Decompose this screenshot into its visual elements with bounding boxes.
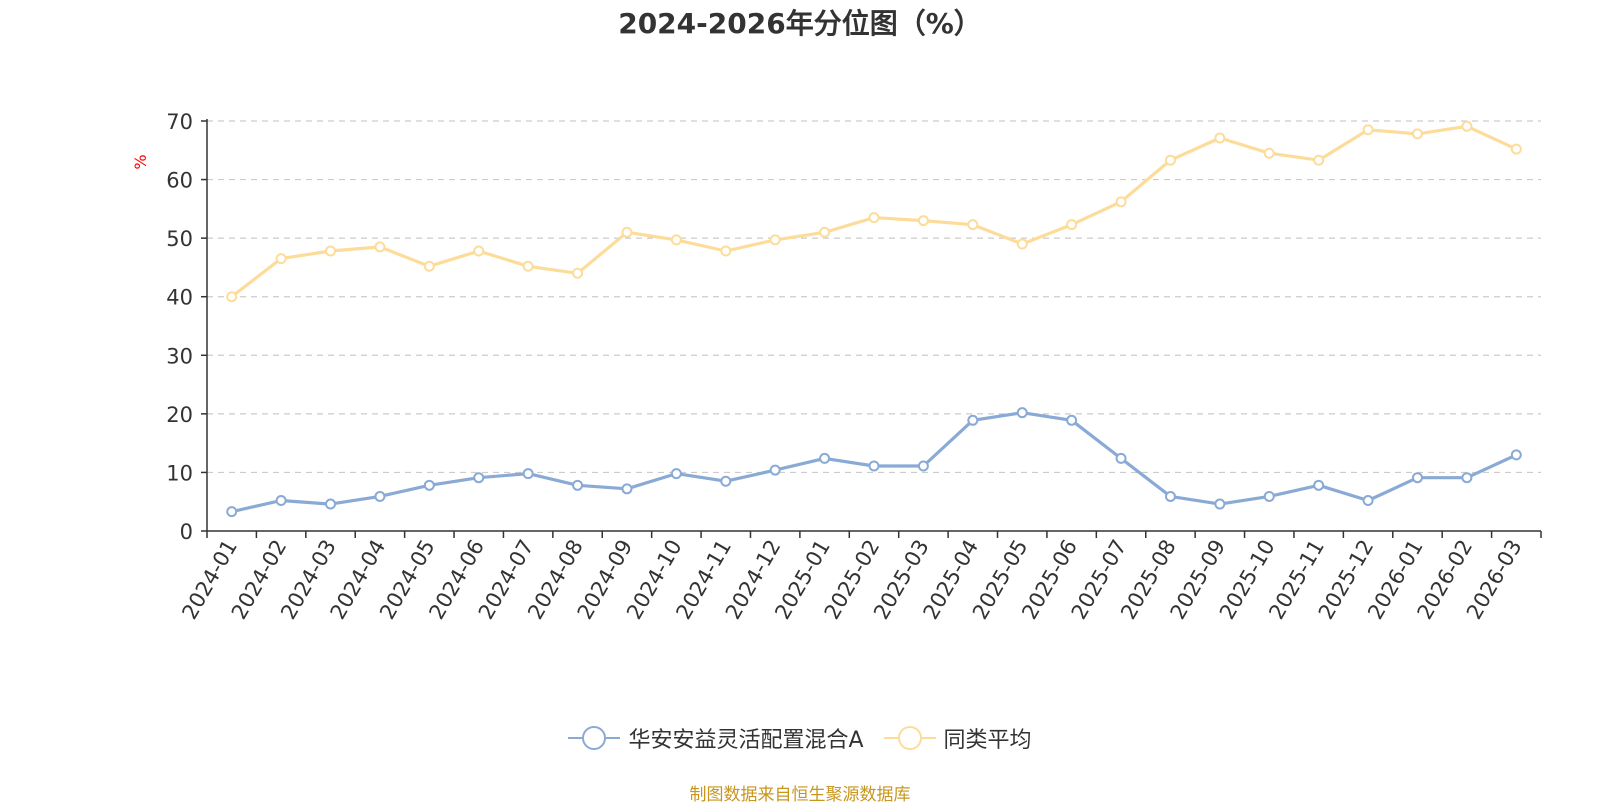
data-point [917, 460, 929, 472]
y-tick-label: 20 [166, 403, 193, 427]
data-point [1362, 495, 1374, 507]
chart-title: 2024-2026年分位图（%） [618, 7, 982, 40]
y-tick-label: 10 [166, 461, 193, 485]
source-note: 制图数据来自恒生聚源数据库 [689, 785, 911, 805]
data-point [522, 260, 534, 272]
data-point [720, 475, 732, 487]
data-point [1066, 219, 1078, 231]
y-tick-label: 30 [166, 344, 193, 368]
legend-swatch-series-a [568, 725, 621, 751]
data-point [1313, 479, 1325, 491]
data-point [275, 495, 287, 507]
data-point [473, 245, 485, 257]
data-point [1263, 490, 1275, 502]
legend-label-series-a: 华安安益灵活配置混合A [628, 728, 864, 753]
y-tick-label: 40 [166, 286, 193, 310]
data-point [522, 468, 534, 480]
data-point [967, 414, 979, 426]
data-point [1115, 196, 1127, 208]
data-point [325, 245, 337, 257]
data-point [1461, 472, 1473, 484]
legend-item-series-b[interactable]: 同类平均 [883, 722, 1032, 754]
y-tick-label: 50 [166, 227, 193, 251]
data-point [1016, 407, 1028, 419]
y-tick-label: 70 [166, 110, 193, 134]
data-point [423, 479, 435, 491]
data-point [226, 291, 238, 303]
data-point [1411, 472, 1423, 484]
data-point [1164, 490, 1176, 502]
data-point [1510, 143, 1522, 155]
data-point [275, 253, 287, 265]
data-point [423, 260, 435, 272]
line-chart: 0102030405060702024-012024-022024-032024… [131, 110, 1542, 623]
data-point [1461, 120, 1473, 132]
data-point [769, 234, 781, 246]
data-point [1066, 414, 1078, 426]
data-point [374, 490, 386, 502]
data-point [572, 479, 584, 491]
data-point [325, 498, 337, 510]
legend-item-series-a[interactable]: 华安安益灵活配置混合A [568, 722, 864, 754]
data-point [720, 245, 732, 257]
legend-swatch-series-b [883, 725, 936, 751]
data-point [621, 483, 633, 495]
axes: 0102030405060702024-012024-022024-032024… [166, 110, 1542, 623]
data-point [769, 464, 781, 476]
data-point [1411, 128, 1423, 140]
data-point [1016, 238, 1028, 250]
data-point [1115, 452, 1127, 464]
data-point [1214, 132, 1226, 144]
data-point [1313, 154, 1325, 166]
data-point [1510, 449, 1522, 461]
data-point [917, 215, 929, 227]
y-tick-label: 60 [166, 169, 193, 193]
data-point [621, 226, 633, 238]
data-point [1214, 498, 1226, 510]
series-line-b [230, 124, 1517, 298]
data-point [967, 219, 979, 231]
data-point [1263, 147, 1275, 159]
legend: 华安安益灵活配置混合A 同类平均 [0, 722, 1600, 754]
data-point [374, 241, 386, 253]
series [226, 120, 1522, 518]
data-point [670, 234, 682, 246]
data-point [1164, 154, 1176, 166]
data-point [868, 460, 880, 472]
data-point [819, 226, 831, 238]
data-point [819, 452, 831, 464]
y-axis-label: % [131, 154, 150, 169]
data-point [226, 506, 238, 518]
y-tick-label: 0 [180, 520, 193, 544]
grid-lines [207, 120, 1541, 474]
legend-label-series-b: 同类平均 [943, 728, 1032, 753]
data-point [473, 472, 485, 484]
data-point [868, 212, 880, 224]
data-point [572, 267, 584, 279]
data-point [670, 468, 682, 480]
data-point [1362, 124, 1374, 136]
